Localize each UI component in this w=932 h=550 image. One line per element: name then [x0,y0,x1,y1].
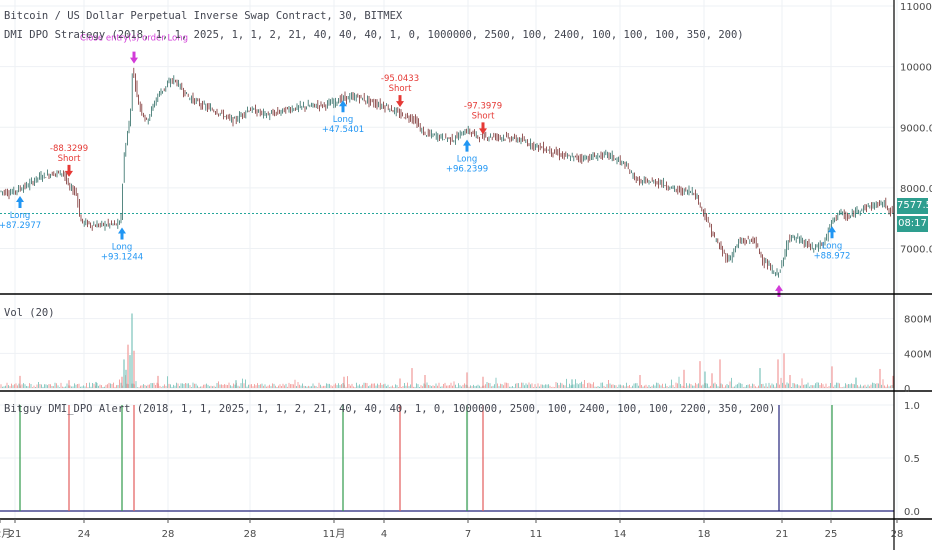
x-axis-label: 28 [162,529,175,540]
alert-pane[interactable] [0,405,894,512]
volume-axis-label: 800M [904,315,932,326]
long-arrow [339,100,347,113]
close-arrow [775,284,783,297]
x-axis-label: 21 [776,529,789,540]
x-axis-label: 28 [244,529,257,540]
last-price-badge: 7577.5 [897,198,932,214]
x-axis-label: 12月 [0,528,11,540]
volume-axis-label: 0 [904,384,910,395]
x-axis-label: 14 [614,529,627,540]
long-label: +96.2399 [446,165,488,175]
symbol-title: Bitcoin / US Dollar Perpetual Inverse Sw… [4,10,403,22]
long-arrow [118,227,126,240]
strategy-legend[interactable]: DMI DPO Strategy (2018, 1, 1, 2025, 1, 1… [4,29,744,41]
close-arrow [130,51,138,64]
x-axis-label: 11月 [323,528,346,540]
long-arrow [828,226,836,239]
price-axis-label: 8000.0 [900,184,932,195]
short-arrow [396,95,404,108]
short-label: -88.3299 [50,144,88,154]
alert-axis-label: 0.5 [904,454,920,465]
long-arrow [463,139,471,152]
short-arrow [479,122,487,135]
close-label: Close entry(s) order Long [80,34,188,44]
alert-axis-label: 0.0 [904,507,920,518]
long-label: +47.5401 [322,125,364,135]
long-label: +87.2977 [0,221,41,231]
short-arrow [65,164,73,177]
short-label: Short [389,84,412,94]
countdown-badge: 08:17 [897,216,928,232]
volume-pane[interactable] [0,313,894,388]
alert-legend[interactable]: Bitguy DMI_DPO Alert (2018, 1, 1, 2025, … [4,403,776,415]
long-label: Long [112,243,133,253]
x-axis-label: 4 [381,529,387,540]
long-label: Long [333,115,354,125]
long-label: Long [457,155,478,165]
long-label: +93.1244 [101,253,143,263]
price-pane[interactable]: Long+87.2977-88.3299ShortLong+93.1244Clo… [0,34,894,297]
x-axis-label: 18 [698,529,711,540]
long-label: Long [10,211,31,221]
short-label: Short [58,154,81,164]
price-axis-label: 9000.0 [900,123,932,134]
x-axis-label: 25 [825,529,838,540]
short-label: -97.3979 [464,101,502,111]
volume-legend[interactable]: Vol (20) [4,307,55,319]
long-label: Long [822,241,843,251]
price-axis-label: 7000.0 [900,245,932,256]
x-axis-label: 28 [891,529,904,540]
short-label: Short [472,111,495,121]
price-axis-label: 11000.0 [900,2,932,13]
x-axis-label: 11 [530,529,543,540]
x-axis-label: 24 [78,529,91,540]
price-axis-label: 10000.0 [900,63,932,74]
alert-axis-label: 1.0 [904,401,920,412]
long-label: +88.972 [814,251,851,261]
x-axis-label: 7 [465,529,471,540]
volume-axis-label: 400M [904,349,932,360]
short-label: -95.0433 [381,74,419,84]
x-axis-label: 21 [9,529,22,540]
long-arrow [16,195,24,208]
